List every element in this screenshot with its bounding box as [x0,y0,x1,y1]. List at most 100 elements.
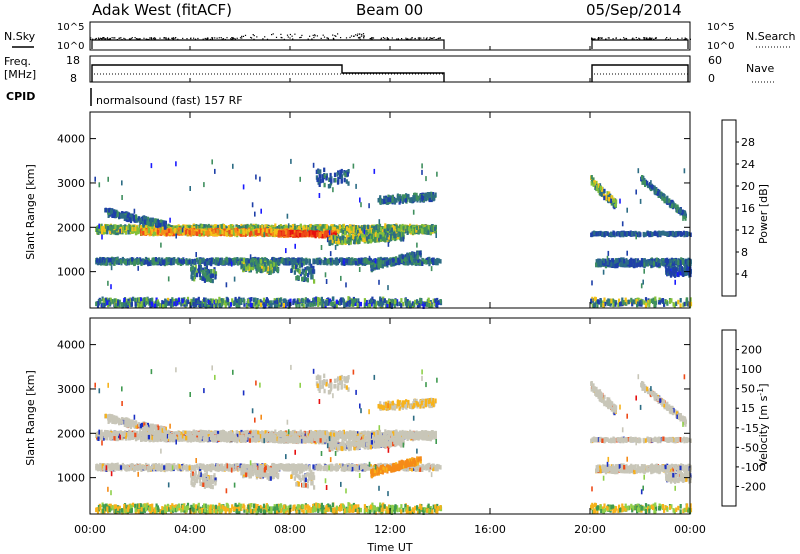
nsky-point [420,37,422,39]
power-cell [171,228,174,233]
power-cell [246,223,249,229]
power-cell [299,271,302,277]
power-cell [176,231,179,236]
power-cell [307,273,310,278]
power-cell [419,193,422,199]
nsky-point [216,37,218,39]
power-cell [400,225,403,230]
nsky-point [313,36,315,39]
nsky-point [666,37,668,39]
power-cell [260,259,263,264]
nsky-point [322,34,324,36]
nsky-point [283,38,285,40]
power-cell [129,217,132,223]
power-cell [300,263,304,268]
freq-tick-bottom: 8 [70,72,77,85]
nsky-point [432,37,434,39]
power-cell [385,229,388,234]
power-cell [201,276,204,281]
power-cell [350,235,353,240]
power-cell [156,257,159,263]
power-cell [363,224,366,230]
nsky-point [349,36,351,39]
power-cell [152,260,156,266]
nsky-point [326,37,328,39]
nsky-point [205,38,207,40]
power-cell [423,229,426,235]
power-cell [225,232,229,237]
power-cell [108,207,111,213]
nsky-point [355,34,357,36]
power-cell [166,228,169,233]
nsky-point [401,38,403,40]
power-cell [409,228,412,233]
power-cell [368,225,371,230]
power-cell [347,227,350,233]
power-cell [387,228,390,234]
power-cell [235,224,238,229]
power-cell [258,262,261,268]
power-cell [411,261,414,266]
power-cell [126,226,129,231]
power-cell [334,233,337,238]
power-cell [397,195,400,201]
date-title: 05/Sep/2014 [586,1,682,19]
nsky-point [262,38,264,40]
nsky-point [232,37,234,39]
power-cell [107,213,110,218]
power-cell [430,191,433,197]
nsky-point [625,37,627,40]
power-cell [191,230,194,236]
power-cell [312,258,315,263]
power-cell [432,192,435,197]
power-cell [142,225,146,230]
nsky-point [645,37,647,39]
power-cell [345,226,349,231]
power-cell [214,271,217,276]
power-cell [210,273,213,278]
nsky-point [281,37,283,39]
power-cell [203,224,206,229]
power-cell [349,240,352,245]
power-cell [336,228,339,234]
nsearch-label: N.Search [746,30,796,43]
nsky-point [104,38,106,40]
nsky-scatter [90,33,691,41]
nsky-point [207,38,209,40]
power-cell [254,223,258,229]
power-cell [153,224,156,229]
power-cell [210,269,213,274]
nsky-point [102,37,104,39]
power-cell [296,267,299,273]
power-cell [146,259,149,265]
power-cell [338,224,341,229]
power-cell [104,207,107,213]
power-cell [431,225,434,231]
power-cell [342,223,345,229]
power-cell [236,227,239,233]
cpid-text: normalsound (fast) 157 RF [96,94,243,107]
power-cell [239,231,243,237]
power-cell [139,225,142,230]
power-cell [261,266,264,271]
nsky-point [684,37,686,39]
nsky-point [655,37,657,39]
power-cell [417,258,420,263]
power-cell [292,264,295,270]
power-cell [264,257,267,262]
power-cell [308,266,311,271]
power-cell [163,231,166,237]
power-cell [318,259,321,265]
nsky-point [643,38,645,40]
nsky-point [623,37,625,39]
power-cell [352,226,355,231]
power-cell [418,228,421,234]
nsky-point [145,38,147,40]
power-cell [240,229,243,234]
nsky-point [345,37,348,39]
power-cell [367,234,370,240]
power-cell [247,259,250,264]
power-cell [424,192,427,198]
power-cell [121,214,124,219]
power-cell [316,260,319,266]
